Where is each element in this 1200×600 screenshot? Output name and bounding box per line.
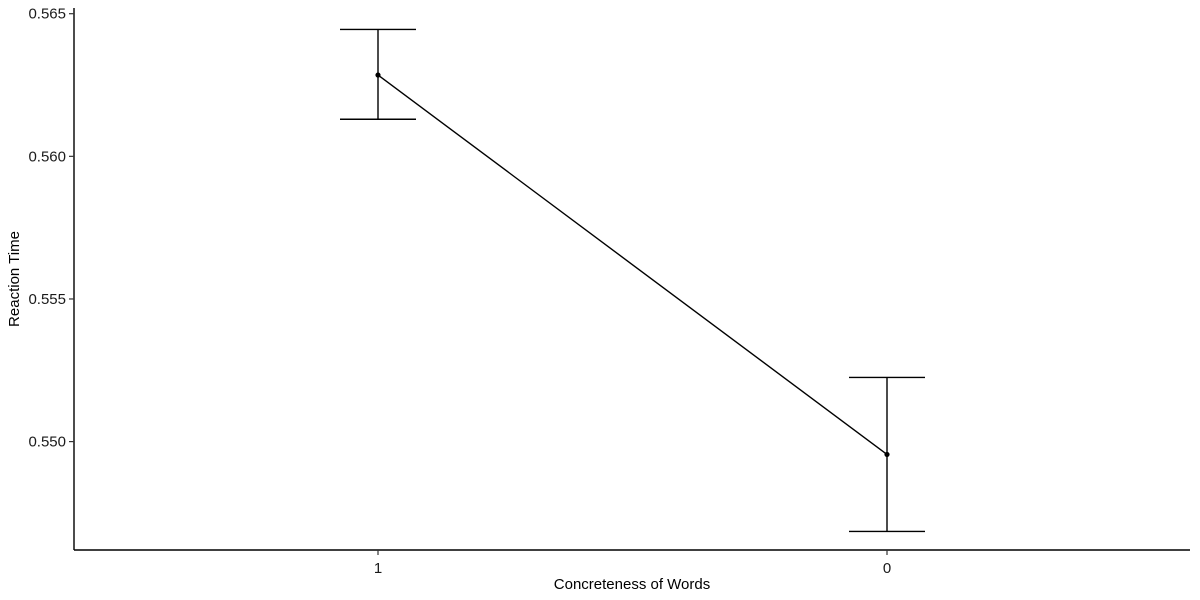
y-axis-title: Reaction Time — [6, 231, 23, 327]
x-axis-title: Concreteness of Words — [554, 576, 710, 593]
plot-layer — [340, 28, 925, 533]
y-tick-label: 0.565 — [28, 6, 66, 23]
y-tick-label: 0.555 — [28, 291, 66, 308]
data-point — [884, 451, 890, 458]
y-axis-ticks: 0.550 0.555 0.560 0.565 — [28, 6, 74, 451]
x-tick-label: 1 — [374, 560, 382, 577]
y-tick-label: 0.550 — [28, 434, 66, 451]
series-line — [377, 74, 888, 455]
y-tick-label: 0.560 — [28, 148, 66, 165]
x-tick-label: 0 — [883, 560, 891, 577]
data-point — [375, 72, 381, 78]
